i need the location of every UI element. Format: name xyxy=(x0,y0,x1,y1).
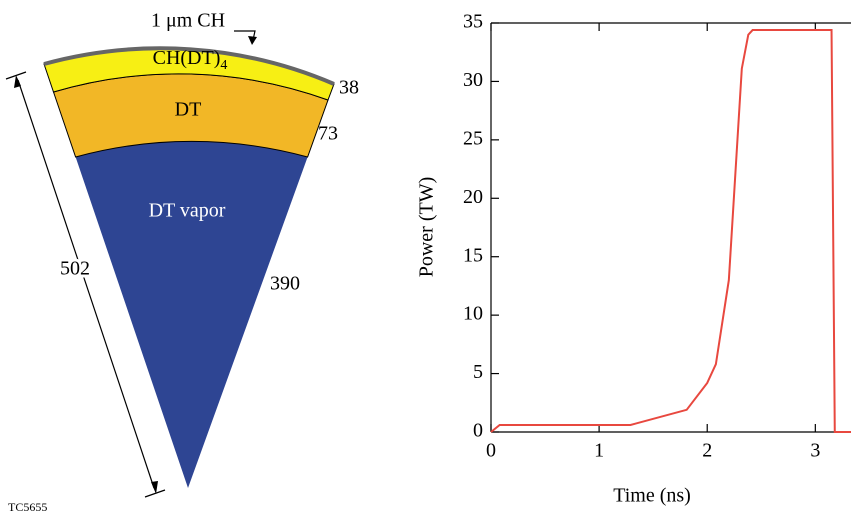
x-tick-label: 1 xyxy=(594,440,604,462)
power-chart: 0 5 10 15 20 25 30 35 0 1 2 3 Time (ns) Power (TW) xyxy=(416,11,851,507)
y-tick-label: 35 xyxy=(463,11,483,33)
y-axis-title: Power (TW) xyxy=(416,177,438,278)
power-line xyxy=(491,30,851,432)
radius-label: 73 xyxy=(318,123,338,145)
y-tick-label: 20 xyxy=(463,186,483,208)
y-tick-label: 5 xyxy=(473,361,483,383)
x-tick-label: 3 xyxy=(810,440,820,462)
x-axis-title: Time (ns) xyxy=(613,485,691,507)
y-tick-label: 0 xyxy=(473,420,483,442)
figure-id: TC5655 xyxy=(8,500,47,514)
layer2-label: DT xyxy=(175,99,202,121)
x-tick-label: 0 xyxy=(486,440,496,462)
outer-layer-label: 1 μm CH xyxy=(151,10,225,32)
target-diagram: 1 μm CH CH(DT)4 DT DT vapor 38 73 390 50… xyxy=(6,10,359,514)
pointer-arrowhead xyxy=(248,36,257,45)
total-radius-label: 502 xyxy=(60,258,90,280)
layer1-text: CH(DT) xyxy=(153,47,221,69)
y-tick-label: 10 xyxy=(463,303,483,325)
y-tick-label: 25 xyxy=(463,127,483,149)
radius-label: 390 xyxy=(270,273,300,295)
radius-label: 38 xyxy=(339,77,359,99)
layer1-subscript: 4 xyxy=(220,58,227,73)
page: {"diagram": { "outer_layer": "1 μm CH", … xyxy=(0,0,851,519)
y-tick-label: 15 xyxy=(463,244,483,266)
core-label: DT vapor xyxy=(149,200,226,222)
y-tick-label: 30 xyxy=(463,69,483,91)
x-tick-label: 2 xyxy=(702,440,712,462)
core-region xyxy=(76,141,308,488)
figure: 1 μm CH CH(DT)4 DT DT vapor 38 73 390 50… xyxy=(0,0,851,519)
